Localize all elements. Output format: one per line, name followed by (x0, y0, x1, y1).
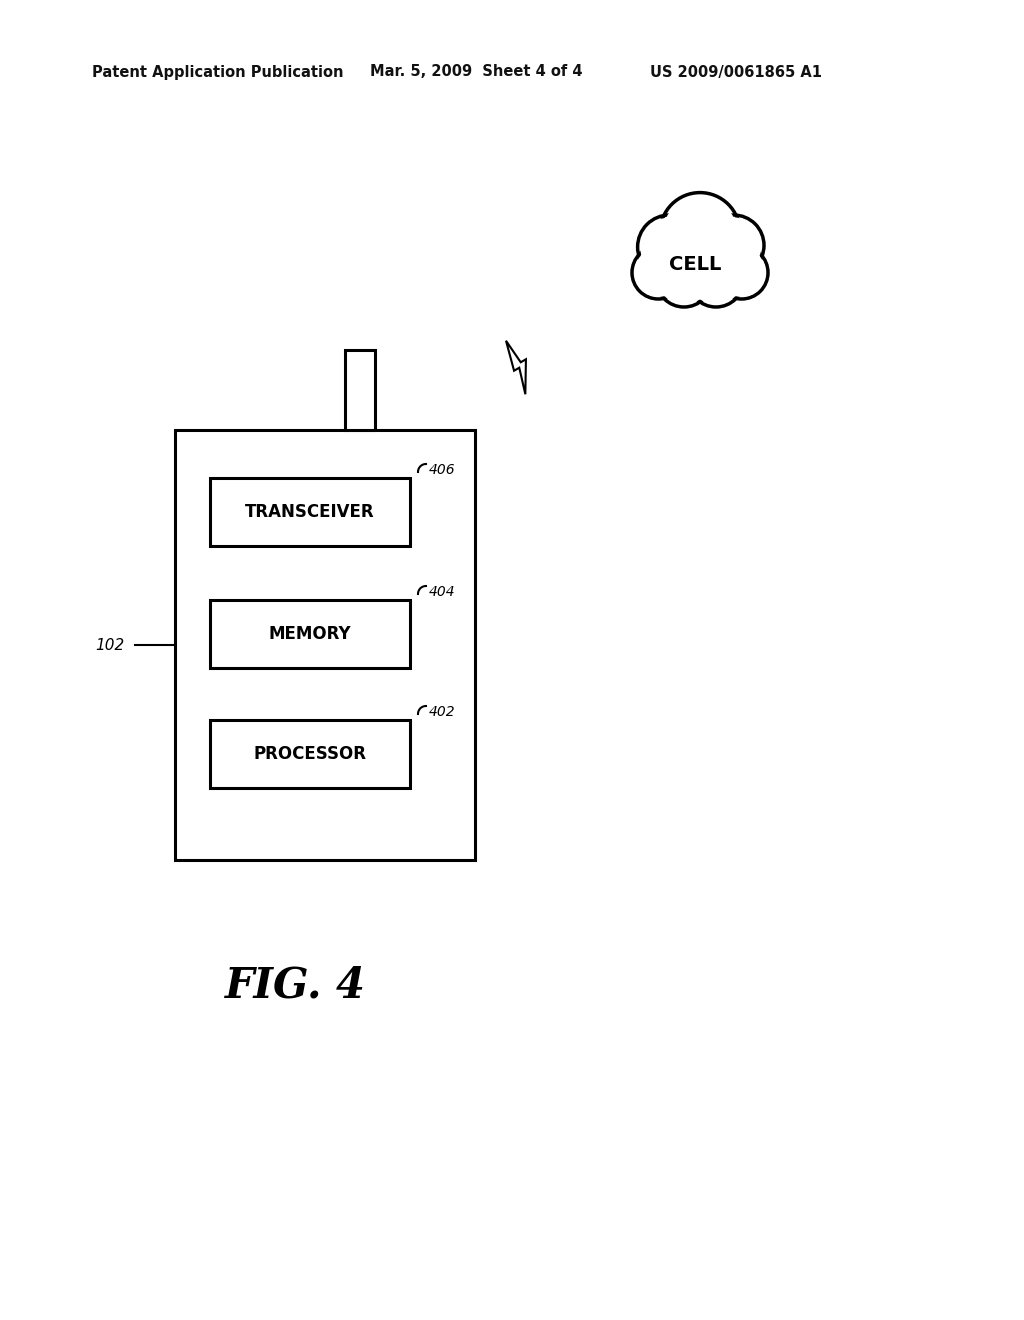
Bar (210, 478, 410, 546)
Bar (175, 430, 475, 861)
Text: FIG. 4: FIG. 4 (224, 964, 366, 1006)
Circle shape (664, 195, 737, 269)
Text: 404: 404 (429, 585, 456, 599)
Circle shape (688, 251, 744, 308)
Text: TRANSCEIVER: TRANSCEIVER (245, 503, 375, 521)
Circle shape (703, 215, 764, 276)
Circle shape (706, 218, 762, 273)
Text: Patent Application Publication: Patent Application Publication (92, 65, 343, 79)
Circle shape (690, 253, 741, 305)
Text: 402: 402 (429, 705, 456, 719)
Circle shape (632, 247, 685, 300)
Text: PROCESSOR: PROCESSOR (254, 744, 367, 763)
Bar (210, 719, 410, 788)
Bar (345, 350, 375, 430)
Text: CELL: CELL (669, 256, 721, 275)
Text: US 2009/0061865 A1: US 2009/0061865 A1 (650, 65, 822, 79)
Text: MEMORY: MEMORY (268, 624, 351, 643)
Circle shape (717, 248, 766, 297)
Text: 406: 406 (429, 463, 456, 477)
Circle shape (660, 193, 740, 273)
Circle shape (715, 247, 768, 300)
Bar (210, 601, 410, 668)
Circle shape (658, 253, 710, 305)
Circle shape (634, 248, 683, 297)
Circle shape (638, 215, 701, 279)
Polygon shape (506, 341, 526, 395)
Text: 102: 102 (96, 638, 125, 652)
Circle shape (640, 218, 699, 276)
Text: Mar. 5, 2009  Sheet 4 of 4: Mar. 5, 2009 Sheet 4 of 4 (370, 65, 583, 79)
Circle shape (656, 251, 712, 308)
